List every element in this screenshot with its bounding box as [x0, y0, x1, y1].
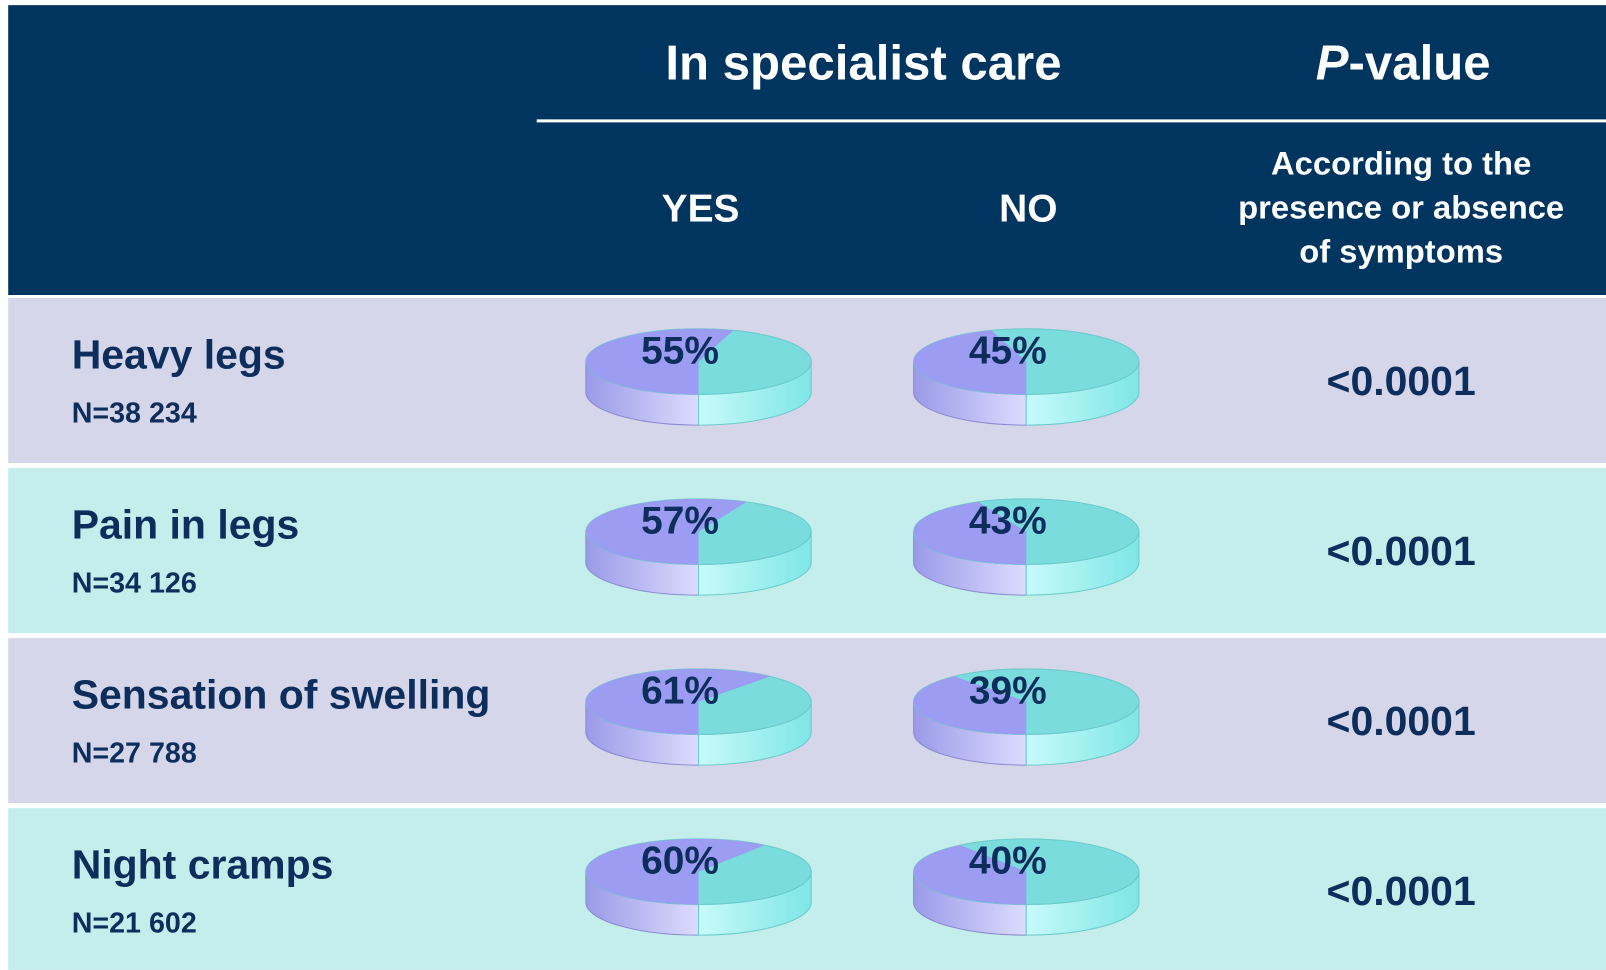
pie: 57% [585, 498, 812, 596]
p-value: <0.0001 [1327, 358, 1476, 404]
pie: 40% [913, 838, 1140, 936]
row-n: N=21 602 [72, 907, 197, 939]
pie-label: 55% [641, 330, 719, 373]
header-bg [8, 5, 1606, 296]
pie-slice [913, 845, 1027, 905]
pie: 39% [913, 668, 1140, 766]
pie-slice [913, 330, 1027, 395]
pie: 45% [913, 328, 1140, 426]
row-label: Night cramps [72, 841, 334, 887]
pie-label: 61% [641, 670, 719, 713]
pvalue-note: According to the [1271, 145, 1531, 182]
pie-label: 45% [969, 330, 1047, 373]
row-n: N=38 234 [72, 397, 197, 429]
pie-slice [585, 328, 734, 395]
pie: 60% [585, 838, 812, 936]
row-label: Heavy legs [72, 331, 286, 377]
p-value: <0.0001 [1327, 698, 1476, 744]
group-title: In specialist care [665, 36, 1061, 91]
pvalue-note: of symptoms [1299, 233, 1503, 270]
row-n: N=34 126 [72, 567, 197, 599]
pie-label: 39% [969, 670, 1047, 713]
pie: 43% [913, 498, 1140, 596]
p-value: <0.0001 [1327, 868, 1476, 914]
pie-slice [913, 501, 1027, 565]
pie-slice [585, 498, 747, 565]
row-label: Sensation of swelling [72, 671, 491, 717]
pie-slice [585, 668, 771, 735]
pvalue-note: presence or absence [1238, 189, 1564, 226]
p-value: <0.0001 [1327, 528, 1476, 574]
pie-label: 57% [641, 500, 719, 543]
pvalue-title-p: P [1316, 36, 1349, 91]
pvalue-title-rest: -value [1349, 36, 1491, 91]
row-label: Pain in legs [72, 501, 300, 547]
pie-slice [913, 676, 1027, 735]
pie-slice [585, 838, 765, 905]
no-header: NO [999, 187, 1057, 230]
row-n: N=27 788 [72, 737, 197, 769]
yes-header: YES [662, 187, 740, 230]
pie: 61% [585, 668, 812, 766]
pie-label: 40% [969, 840, 1047, 883]
pvalue-title: P-value [1316, 36, 1491, 91]
pie-label: 60% [641, 840, 719, 883]
pie-label: 43% [969, 500, 1047, 543]
pie: 55% [585, 328, 812, 426]
